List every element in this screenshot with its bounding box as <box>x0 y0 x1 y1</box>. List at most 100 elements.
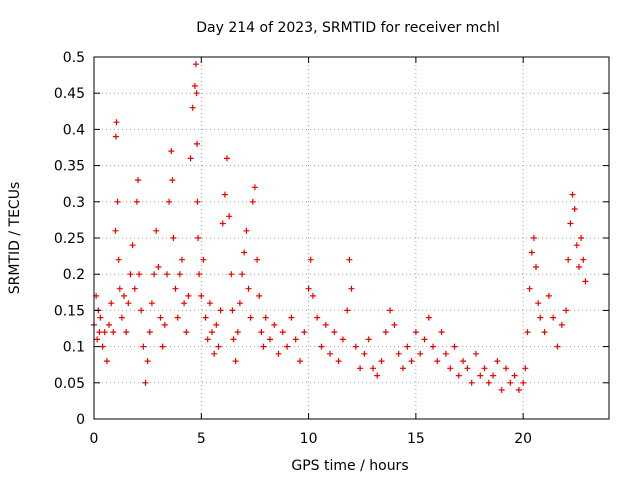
data-point <box>314 314 321 321</box>
y-tick-label: 0.45 <box>54 86 85 102</box>
data-point <box>226 213 233 220</box>
data-point <box>200 256 207 263</box>
data-point <box>123 329 130 336</box>
data-point <box>168 148 175 155</box>
data-point <box>344 307 351 314</box>
data-point <box>550 314 557 321</box>
data-point <box>271 321 278 328</box>
data-point <box>417 350 424 357</box>
data-point <box>307 256 314 263</box>
data-point <box>221 191 228 198</box>
data-point <box>558 321 565 328</box>
data-point <box>258 329 265 336</box>
grid-lines <box>94 57 609 419</box>
data-point <box>352 343 359 350</box>
y-tick-label: 0.4 <box>63 122 85 138</box>
data-point <box>196 271 203 278</box>
data-point <box>576 264 582 270</box>
data-point <box>425 314 432 321</box>
data-point <box>249 198 256 205</box>
data-point <box>164 271 170 278</box>
data-point <box>183 329 190 336</box>
data-point <box>288 314 295 321</box>
data-point <box>189 104 196 111</box>
data-point <box>370 365 376 372</box>
data-point <box>118 314 125 321</box>
data-point <box>136 271 143 278</box>
data-point <box>115 256 122 263</box>
data-point <box>157 314 164 321</box>
data-point <box>251 184 258 191</box>
data-point <box>530 235 537 241</box>
data-point <box>185 292 192 299</box>
data-point <box>219 220 226 227</box>
data-point <box>395 350 402 357</box>
data-point <box>151 271 158 278</box>
data-point <box>573 242 580 249</box>
data-point <box>187 155 194 162</box>
data-point <box>455 372 462 379</box>
data-point <box>522 365 529 372</box>
data-point <box>140 343 147 350</box>
data-point <box>318 343 325 350</box>
data-point <box>331 329 338 336</box>
data-point <box>181 300 188 307</box>
data-point <box>204 336 211 343</box>
data-point <box>99 343 106 350</box>
data-point <box>460 358 467 365</box>
data-point <box>239 271 246 278</box>
data-point <box>241 249 248 256</box>
data-point <box>503 365 509 372</box>
data-point <box>451 343 458 350</box>
data-point <box>565 256 572 263</box>
data-point <box>346 256 353 263</box>
data-point <box>179 256 185 263</box>
data-point <box>473 350 479 357</box>
data-point <box>229 307 236 314</box>
data-point <box>211 350 218 357</box>
data-point <box>236 300 243 307</box>
data-point <box>507 379 514 386</box>
data-point <box>292 336 299 343</box>
data-point <box>408 358 415 365</box>
data-point <box>192 61 199 68</box>
data-point <box>400 365 406 372</box>
data-point <box>215 343 222 350</box>
data-point <box>155 264 162 270</box>
x-tick-label: 0 <box>90 431 99 447</box>
data-point <box>520 379 527 386</box>
data-point <box>533 264 539 270</box>
data-point <box>170 235 177 241</box>
data-point <box>412 329 419 336</box>
data-point <box>267 336 273 343</box>
data-point <box>232 358 239 365</box>
tick-labels: 0 0.05 0.1 0.15 0.2 0.25 0.3 0.35 0.4 0.45 0.5 0 5 10… <box>54 50 532 447</box>
data-point <box>490 372 497 379</box>
data-point <box>464 365 471 372</box>
data-point <box>172 285 179 292</box>
x-tick-label: 5 <box>197 431 206 447</box>
data-point <box>106 321 112 328</box>
data-point <box>494 358 501 365</box>
y-tick-label: 0.25 <box>54 231 85 247</box>
data-point <box>545 292 552 299</box>
data-point <box>430 343 436 350</box>
data-point <box>279 329 286 336</box>
data-point <box>153 227 160 234</box>
data-point <box>146 329 153 336</box>
data-point <box>447 365 454 372</box>
data-points <box>91 61 589 393</box>
data-point <box>284 343 291 350</box>
y-tick-label: 0 <box>76 412 85 428</box>
data-point <box>213 321 220 328</box>
data-point <box>468 379 475 386</box>
data-point <box>382 329 389 336</box>
data-point <box>305 285 312 292</box>
data-point <box>224 155 230 162</box>
data-point <box>125 300 132 307</box>
data-point <box>569 191 576 198</box>
data-point <box>348 285 355 292</box>
axis-ticks <box>93 56 609 420</box>
data-point <box>195 235 202 241</box>
y-tick-label: 0.05 <box>54 376 85 392</box>
